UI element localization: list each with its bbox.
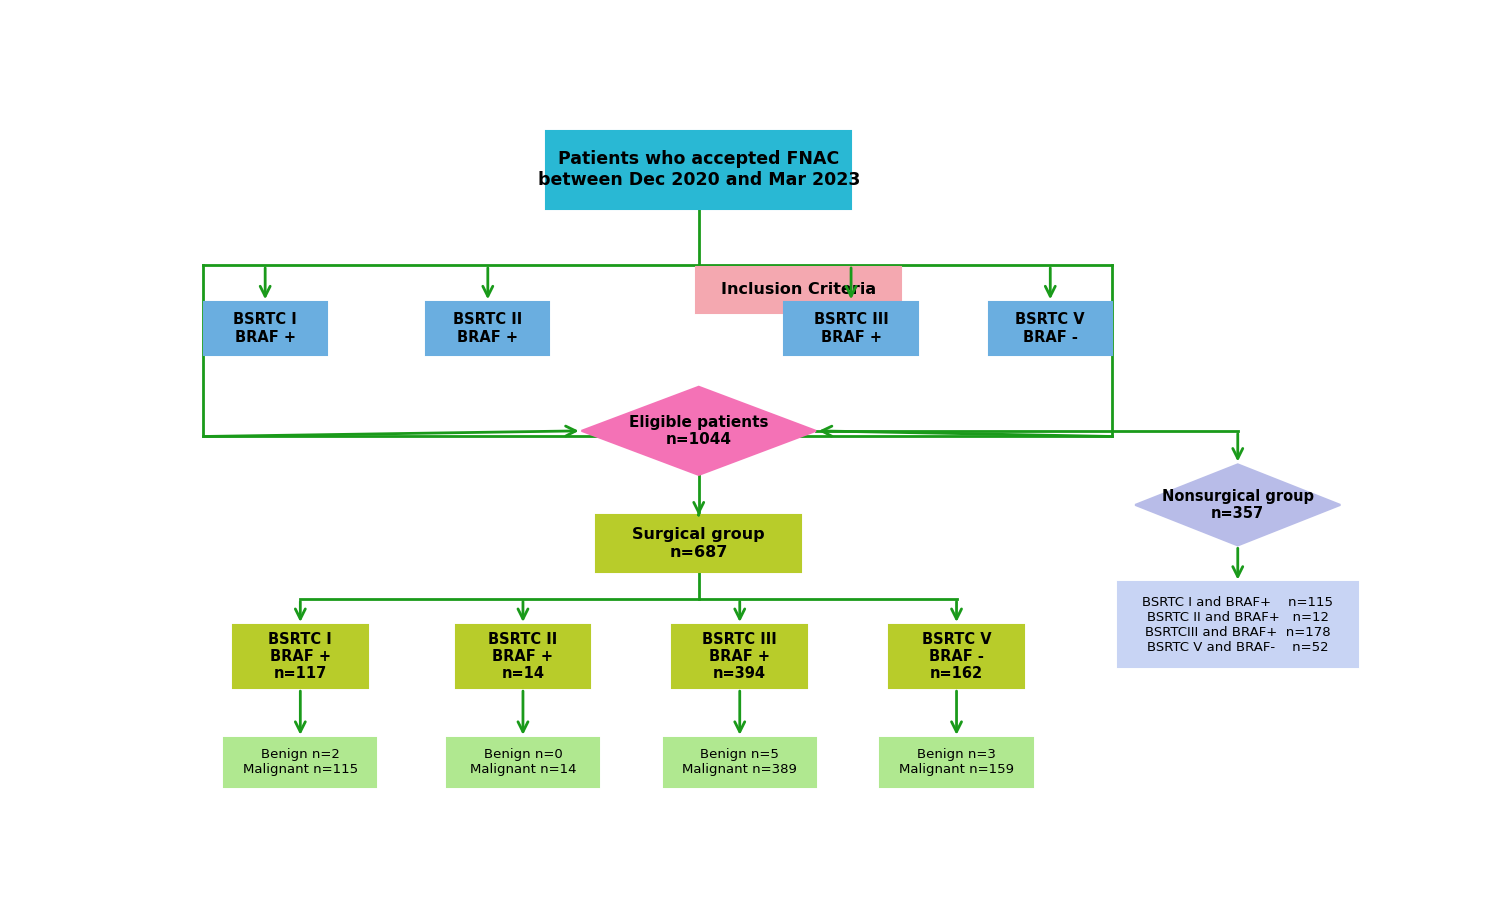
- FancyBboxPatch shape: [989, 302, 1111, 355]
- Text: Inclusion Criteria: Inclusion Criteria: [721, 282, 875, 298]
- Text: BSRTC I
BRAF +: BSRTC I BRAF +: [233, 312, 296, 344]
- Text: Nonsurgical group
n=357: Nonsurgical group n=357: [1161, 489, 1314, 521]
- FancyBboxPatch shape: [596, 516, 801, 572]
- Text: BSRTC II
BRAF +
n=14: BSRTC II BRAF + n=14: [488, 632, 558, 682]
- Text: Eligible patients
n=1044: Eligible patients n=1044: [629, 415, 768, 447]
- Text: BSRTC III
BRAF +
n=394: BSRTC III BRAF + n=394: [703, 632, 777, 682]
- Text: BSRTC V
BRAF -
n=162: BSRTC V BRAF - n=162: [922, 632, 992, 682]
- Text: Surgical group
n=687: Surgical group n=687: [632, 528, 765, 560]
- Text: Benign n=0
Malignant n=14: Benign n=0 Malignant n=14: [470, 748, 576, 777]
- FancyBboxPatch shape: [664, 737, 816, 787]
- FancyBboxPatch shape: [224, 737, 376, 787]
- Text: BSRTC I
BRAF +
n=117: BSRTC I BRAF + n=117: [269, 632, 333, 682]
- FancyBboxPatch shape: [889, 625, 1024, 688]
- FancyBboxPatch shape: [696, 267, 901, 312]
- FancyBboxPatch shape: [1117, 583, 1358, 667]
- FancyBboxPatch shape: [426, 302, 549, 355]
- FancyBboxPatch shape: [546, 131, 851, 209]
- FancyBboxPatch shape: [233, 625, 367, 688]
- FancyBboxPatch shape: [783, 302, 918, 355]
- FancyBboxPatch shape: [455, 625, 590, 688]
- Text: BSRTC V
BRAF -: BSRTC V BRAF -: [1016, 312, 1086, 344]
- Polygon shape: [582, 387, 816, 474]
- Text: Benign n=3
Malignant n=159: Benign n=3 Malignant n=159: [900, 748, 1015, 777]
- FancyBboxPatch shape: [446, 737, 599, 787]
- Polygon shape: [1136, 464, 1340, 545]
- Text: BSRTC III
BRAF +: BSRTC III BRAF +: [813, 312, 889, 344]
- Text: Patients who accepted FNAC
between Dec 2020 and Mar 2023: Patients who accepted FNAC between Dec 2…: [538, 150, 860, 190]
- FancyBboxPatch shape: [673, 625, 807, 688]
- Text: BSRTC II
BRAF +: BSRTC II BRAF +: [454, 312, 523, 344]
- Text: Benign n=2
Malignant n=115: Benign n=2 Malignant n=115: [243, 748, 358, 777]
- FancyBboxPatch shape: [204, 302, 327, 355]
- Text: Benign n=5
Malignant n=389: Benign n=5 Malignant n=389: [682, 748, 797, 777]
- FancyBboxPatch shape: [880, 737, 1033, 787]
- Text: BSRTC I and BRAF+    n=115
BSRTC II and BRAF+   n=12
BSRTCIII and BRAF+  n=178
B: BSRTC I and BRAF+ n=115 BSRTC II and BRA…: [1142, 595, 1334, 654]
